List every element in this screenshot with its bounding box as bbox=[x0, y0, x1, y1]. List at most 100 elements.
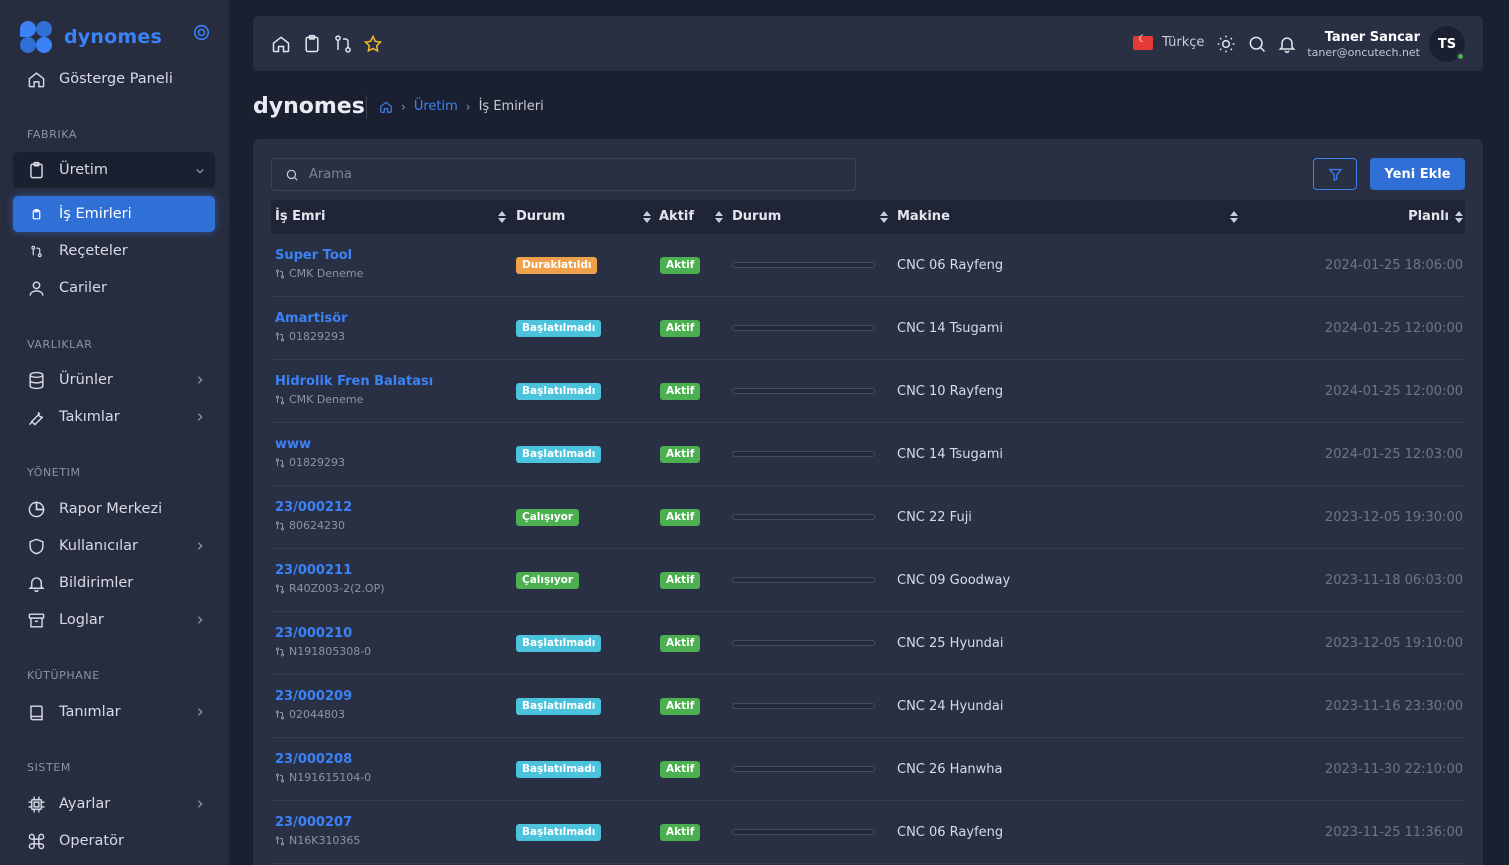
sidebar-item-is-emirleri[interactable]: İş Emirleri bbox=[13, 196, 215, 232]
sidebar: dynomes Gösterge Paneli FABRIKA Üretim İ… bbox=[0, 0, 229, 865]
star-icon[interactable] bbox=[363, 34, 383, 54]
table-row[interactable]: Amartisör 01829293 Başlatılmadı Aktif CN… bbox=[271, 297, 1465, 360]
table-row[interactable]: Hidrolik Fren Balatası CMK Deneme Başlat… bbox=[271, 360, 1465, 423]
search-icon[interactable] bbox=[1247, 34, 1267, 54]
table-row[interactable]: 23/000212 80624230 Çalışıyor Aktif CNC 2… bbox=[271, 486, 1465, 549]
header-status[interactable]: Durum bbox=[516, 209, 566, 224]
sidebar-item-rapor-merkezi[interactable]: Rapor Merkezi bbox=[13, 491, 215, 527]
work-order-link[interactable]: 23/000210 bbox=[275, 626, 353, 641]
sidebar-item-uretim[interactable]: Üretim bbox=[13, 152, 215, 188]
search-placeholder: Arama bbox=[309, 167, 352, 182]
status-badge: Başlatılmadı bbox=[516, 635, 602, 652]
recipe-code: R40Z003-2(2.OP) bbox=[289, 582, 385, 595]
breadcrumb-parent-link[interactable]: Üretim bbox=[413, 99, 458, 114]
work-order-link[interactable]: Hidrolik Fren Balatası bbox=[275, 374, 434, 389]
sidebar-item-receteler[interactable]: Reçeteler bbox=[13, 233, 215, 269]
work-order-recipe: CMK Deneme bbox=[275, 267, 363, 280]
status-badge: Başlatılmadı bbox=[516, 446, 602, 463]
sidebar-item-cariler[interactable]: Cariler bbox=[13, 270, 215, 306]
planned-date: 2023-12-05 19:10:00 bbox=[1324, 636, 1463, 651]
planned-date: 2024-01-25 12:00:00 bbox=[1324, 321, 1463, 336]
sidebar-item-label: Tanımlar bbox=[59, 704, 121, 720]
work-order-link[interactable]: 23/000212 bbox=[275, 500, 353, 515]
work-order-link[interactable]: 23/000209 bbox=[275, 689, 353, 704]
bell-icon[interactable] bbox=[1277, 34, 1297, 54]
sort-icon[interactable] bbox=[715, 211, 723, 223]
sort-icon[interactable] bbox=[643, 211, 651, 223]
sidebar-toggle-icon[interactable] bbox=[193, 24, 210, 41]
table-row[interactable]: 23/000210 N191805308-0 Başlatılmadı Akti… bbox=[271, 612, 1465, 675]
user-icon bbox=[26, 278, 46, 298]
wrench-icon bbox=[26, 407, 46, 427]
work-order-recipe: CMK Deneme bbox=[275, 393, 363, 406]
sidebar-item-urunler[interactable]: Ürünler bbox=[13, 362, 215, 398]
planned-date: 2023-11-25 11:36:00 bbox=[1324, 825, 1463, 840]
sort-icon[interactable] bbox=[1230, 211, 1238, 223]
active-badge: Aktif bbox=[660, 320, 701, 337]
filter-button[interactable] bbox=[1313, 158, 1357, 190]
recipe-code: 01829293 bbox=[289, 456, 345, 469]
status-badge: Duraklatıldı bbox=[516, 257, 598, 274]
recipe-flow-icon[interactable] bbox=[333, 34, 353, 54]
active-badge: Aktif bbox=[660, 824, 701, 841]
brand-logo-icon bbox=[20, 21, 52, 53]
sun-icon[interactable] bbox=[1216, 34, 1236, 54]
sort-icon[interactable] bbox=[498, 211, 506, 223]
sidebar-item-dashboard[interactable]: Gösterge Paneli bbox=[13, 61, 215, 97]
recipe-flow-icon bbox=[275, 836, 285, 845]
recipe-code: 01829293 bbox=[289, 330, 345, 343]
sidebar-item-takimlar[interactable]: Takımlar bbox=[13, 399, 215, 435]
table-row[interactable]: 23/000211 R40Z003-2(2.OP) Çalışıyor Akti… bbox=[271, 549, 1465, 612]
brand[interactable]: dynomes bbox=[20, 20, 162, 54]
status-badge: Başlatılmadı bbox=[516, 320, 602, 337]
sidebar-item-tanimlar[interactable]: Tanımlar bbox=[13, 694, 215, 730]
work-order-link[interactable]: Amartisör bbox=[275, 311, 348, 326]
sidebar-item-bildirimler[interactable]: Bildirimler bbox=[13, 565, 215, 601]
chevron-right-icon: › bbox=[401, 99, 406, 114]
work-order-link[interactable]: Super Tool bbox=[275, 248, 353, 263]
breadcrumb-current: İş Emirleri bbox=[478, 99, 544, 114]
header-planned[interactable]: Planlı bbox=[1408, 209, 1449, 224]
section-title-sistem: SISTEM bbox=[27, 761, 71, 774]
machine-name: CNC 25 Hyundai bbox=[897, 636, 1004, 651]
book-icon bbox=[26, 702, 46, 722]
work-order-link[interactable]: 23/000208 bbox=[275, 752, 353, 767]
status-badge: Çalışıyor bbox=[516, 509, 580, 526]
sort-icon[interactable] bbox=[880, 211, 888, 223]
header-machine[interactable]: Makine bbox=[897, 209, 950, 224]
table-row[interactable]: www 01829293 Başlatılmadı Aktif CNC 14 T… bbox=[271, 423, 1465, 486]
sidebar-item-loglar[interactable]: Loglar bbox=[13, 602, 215, 638]
recipe-code: N16K310365 bbox=[289, 834, 361, 847]
work-order-link[interactable]: www bbox=[275, 437, 312, 452]
machine-name: CNC 14 Tsugami bbox=[897, 447, 1003, 462]
progress-bar bbox=[732, 640, 875, 646]
user-info[interactable]: Taner Sancar taner@oncutech.net bbox=[1307, 30, 1420, 59]
table-row[interactable]: 23/000209 02044803 Başlatılmadı Aktif CN… bbox=[271, 675, 1465, 738]
add-new-button[interactable]: Yeni Ekle bbox=[1370, 158, 1465, 190]
header-work-order[interactable]: İş Emri bbox=[275, 209, 326, 224]
work-order-recipe: 01829293 bbox=[275, 456, 345, 469]
sort-icon[interactable] bbox=[1455, 211, 1463, 223]
online-status-indicator bbox=[1456, 52, 1465, 61]
table-row[interactable]: 23/000207 N16K310365 Başlatılmadı Aktif … bbox=[271, 801, 1465, 864]
sidebar-item-ayarlar[interactable]: Ayarlar bbox=[13, 786, 215, 822]
clipboard-small-icon bbox=[26, 204, 46, 224]
table-row[interactable]: 23/000208 N191615104-0 Başlatılmadı Akti… bbox=[271, 738, 1465, 801]
header-active[interactable]: Aktif bbox=[659, 209, 695, 224]
active-badge: Aktif bbox=[660, 698, 701, 715]
sidebar-item-operator[interactable]: Operatör bbox=[13, 823, 215, 859]
avatar[interactable]: TS bbox=[1429, 26, 1465, 62]
section-title-fabrika: FABRIKA bbox=[27, 128, 78, 141]
work-order-link[interactable]: 23/000207 bbox=[275, 815, 353, 830]
home-icon[interactable] bbox=[271, 34, 291, 54]
language-label: Türkçe bbox=[1162, 35, 1205, 50]
work-order-recipe: N16K310365 bbox=[275, 834, 360, 847]
header-progress[interactable]: Durum bbox=[732, 209, 782, 224]
search-input[interactable]: Arama bbox=[271, 158, 856, 191]
work-order-link[interactable]: 23/000211 bbox=[275, 563, 353, 578]
home-icon[interactable] bbox=[379, 100, 393, 114]
sidebar-item-kullanicilar[interactable]: Kullanıcılar bbox=[13, 528, 215, 564]
table-row[interactable]: Super Tool CMK Deneme Duraklatıldı Aktif… bbox=[271, 234, 1465, 297]
language-selector[interactable]: Türkçe bbox=[1133, 34, 1205, 50]
clipboard-icon[interactable] bbox=[302, 34, 322, 54]
